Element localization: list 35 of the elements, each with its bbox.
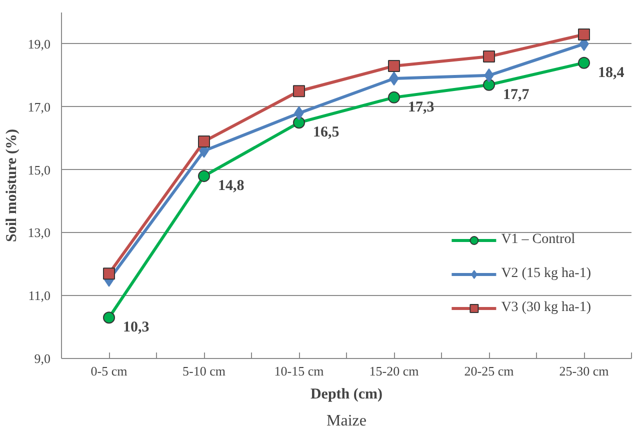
- x-tick-label: 15-20 cm: [369, 364, 419, 378]
- point: [578, 28, 590, 41]
- legend-label: V2 (15 kg ha-1): [501, 266, 591, 282]
- y-tick-label: 11,0: [28, 288, 51, 304]
- point: [103, 268, 115, 280]
- x-tick-label: 20-25 cm: [464, 364, 514, 378]
- y-tick-label: 17,0: [28, 99, 50, 114]
- x-tick-label: 5-10 cm: [182, 364, 226, 378]
- y-axis-title: Soil moisture (%): [4, 128, 20, 242]
- y-tick-label: 15,0: [28, 162, 50, 178]
- data-label: 10,3: [123, 320, 150, 336]
- x-tick-label: 10-15 cm: [274, 364, 324, 378]
- x-tick-label: 0-5 cm: [90, 364, 128, 378]
- point: [483, 78, 495, 91]
- x-tick-label: 25-30 cm: [559, 364, 609, 378]
- data-label: 18,4: [598, 64, 625, 81]
- point: [388, 91, 400, 104]
- y-tick-label: 13,0: [28, 225, 50, 240]
- point: [293, 116, 305, 129]
- legend-label: V1 – Control: [501, 232, 576, 248]
- y-tick-label: 19,0: [28, 36, 50, 52]
- x-axis-title: Depth (cm): [310, 386, 383, 402]
- y-tick-label: 9,0: [34, 351, 50, 366]
- point: [198, 135, 210, 148]
- point: [293, 85, 305, 98]
- text: Maize: [326, 412, 366, 430]
- point: [198, 170, 210, 182]
- legend-label: V3 (30 kg ha-1): [501, 300, 591, 316]
- data-label: 14,8: [218, 178, 244, 194]
- point: [483, 50, 495, 63]
- data-label: 17,7: [503, 86, 530, 103]
- point: [388, 60, 400, 72]
- point: [578, 56, 590, 69]
- point: [103, 312, 115, 324]
- data-label: 16,5: [313, 124, 340, 141]
